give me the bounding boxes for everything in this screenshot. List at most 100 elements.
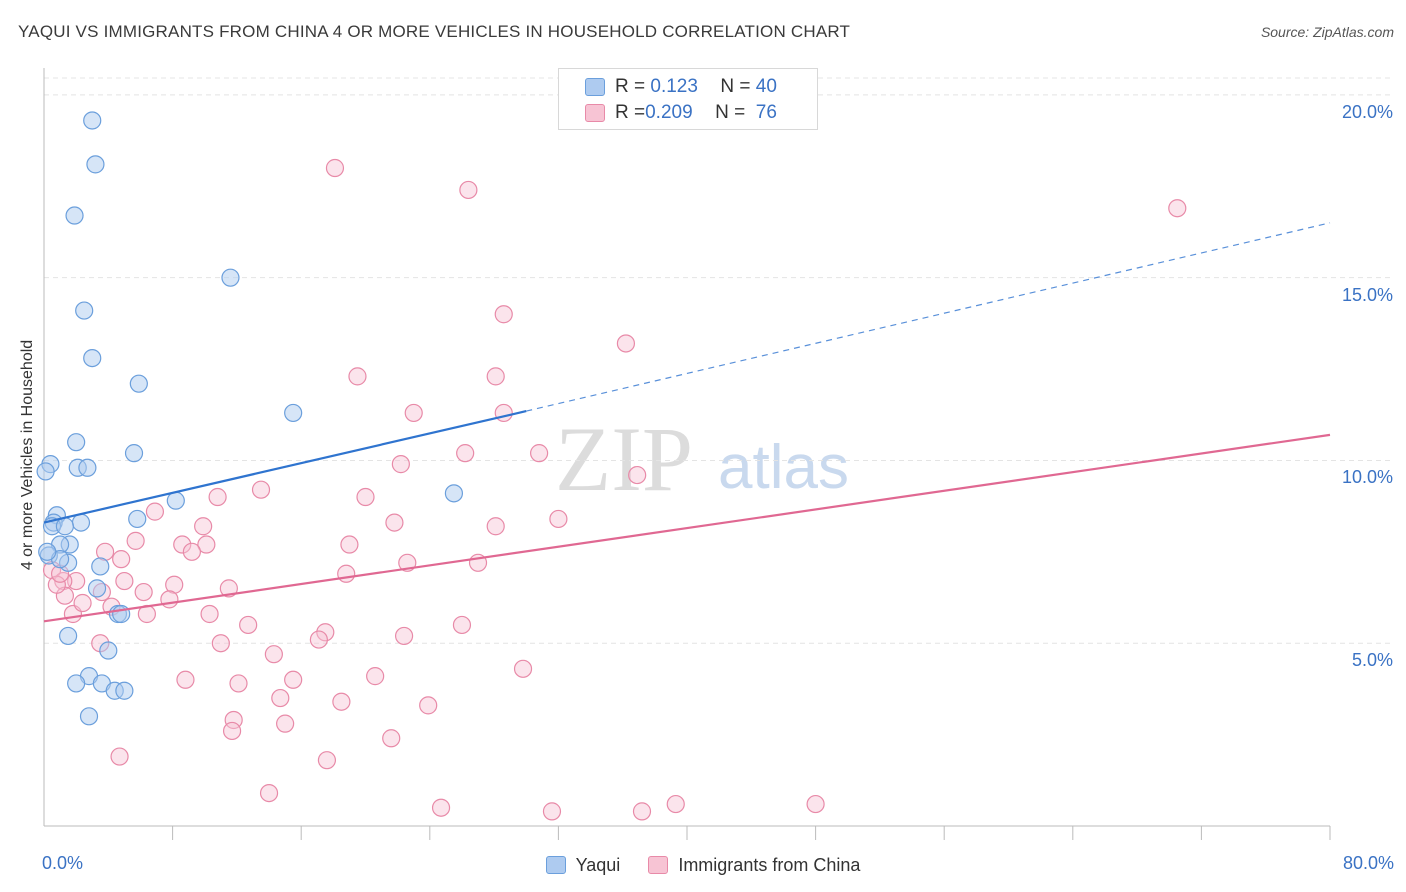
trendlines [43, 222, 1331, 623]
x-tick-label-start: 0.0% [42, 853, 84, 873]
legend-r-label: R = [615, 102, 646, 123]
china-point [259, 784, 279, 803]
china-point [332, 692, 351, 711]
x-tick-label-end: 80.0% [1342, 853, 1394, 873]
china-point [239, 615, 258, 635]
china-point [197, 535, 216, 554]
y-tick-label: 15.0% [1341, 284, 1393, 305]
china-point [182, 542, 201, 561]
watermark-atlas: atlas [718, 433, 849, 502]
china-point [530, 444, 549, 463]
china-point [1168, 199, 1187, 218]
yaqui-point [75, 301, 94, 320]
china-point [337, 564, 356, 583]
yaqui-point [91, 557, 110, 576]
legend-swatch-china [648, 856, 669, 874]
china-point [494, 305, 513, 324]
china-point [628, 465, 647, 485]
axes [43, 68, 1331, 840]
china-point [385, 513, 404, 532]
yaqui-point [83, 111, 102, 130]
legend-swatch-pink [585, 104, 605, 122]
source-credit: Source: ZipAtlas.com [1260, 24, 1394, 40]
series-legend: Yaqui Immigrants from China [0, 852, 1406, 878]
yaqui-point [221, 268, 240, 287]
china-point [115, 571, 134, 591]
yaqui-point [78, 458, 97, 477]
legend-swatch-yaqui [545, 856, 566, 874]
china-point [452, 615, 472, 635]
legend-n-label: N = [715, 102, 746, 123]
china-point [316, 623, 335, 642]
yaqui-point [79, 707, 99, 726]
china-point [173, 535, 192, 554]
yaqui-point [38, 542, 57, 561]
china-point [549, 509, 568, 529]
china-point [513, 659, 533, 678]
legend-r-label: R = [615, 76, 646, 97]
china-point [110, 747, 129, 766]
legend-item-china: Immigrants from China [648, 855, 860, 876]
china-point [542, 802, 562, 821]
legend-n-label: N = [720, 76, 751, 97]
legend-n-value: 40 [755, 76, 777, 97]
china-point [211, 634, 230, 653]
china-point [271, 688, 290, 708]
china-point [486, 517, 505, 536]
china-point [404, 403, 423, 423]
china-point [382, 729, 401, 748]
china-point [459, 180, 478, 200]
china-point [366, 667, 385, 686]
legend-r-value: 0.123 [650, 76, 698, 97]
china-point [486, 367, 505, 386]
yaqui-point [124, 444, 144, 463]
china-point [47, 575, 66, 594]
china-point [419, 696, 438, 715]
legend-item-yaqui: Yaqui [545, 855, 620, 876]
china-point [126, 531, 145, 550]
china-point [176, 670, 195, 689]
china-point [251, 480, 271, 499]
china-point [165, 575, 184, 594]
legend-swatch-blue [585, 78, 605, 96]
yaqui-point [83, 348, 102, 368]
yaqui-point [86, 155, 105, 174]
china-point [145, 502, 165, 521]
legend-label-china: Immigrants from China [678, 854, 861, 875]
china-point [160, 590, 179, 609]
watermark-zip: ZIP [555, 408, 693, 510]
china-point [67, 571, 86, 591]
yaqui-point [59, 626, 78, 646]
china-point [134, 582, 153, 602]
y-tick-label: 10.0% [1341, 467, 1393, 488]
china-point [494, 403, 513, 423]
watermark: ZIP atlas [555, 408, 849, 510]
china-point [200, 604, 219, 624]
china-point [284, 670, 303, 689]
china-point [394, 626, 414, 646]
legend-r-value: 0.209 [645, 102, 693, 123]
china-point [632, 802, 652, 821]
china-point [431, 798, 451, 817]
china-point [666, 794, 685, 814]
yaqui-points [36, 111, 464, 726]
correlation-legend: R = 0.123 N = 40 R = 0.209 N = 76 [558, 68, 818, 130]
yaqui-point [36, 462, 55, 481]
china-point [73, 593, 92, 613]
china-point [112, 550, 131, 569]
china-point [222, 721, 242, 741]
china-point [264, 645, 283, 664]
yaqui-point [65, 206, 84, 225]
china-point [317, 751, 337, 770]
yaqui-point [115, 681, 134, 700]
yaqui-point [166, 491, 185, 510]
china-point [219, 579, 238, 598]
yaqui-point [87, 579, 107, 598]
china-point [391, 455, 410, 474]
y-tick-label: 5.0% [1351, 650, 1393, 671]
china-point [309, 630, 328, 649]
china-point [276, 714, 295, 733]
china-point [806, 794, 825, 814]
yaqui-point [112, 604, 131, 624]
legend-n-value: 76 [755, 102, 777, 123]
